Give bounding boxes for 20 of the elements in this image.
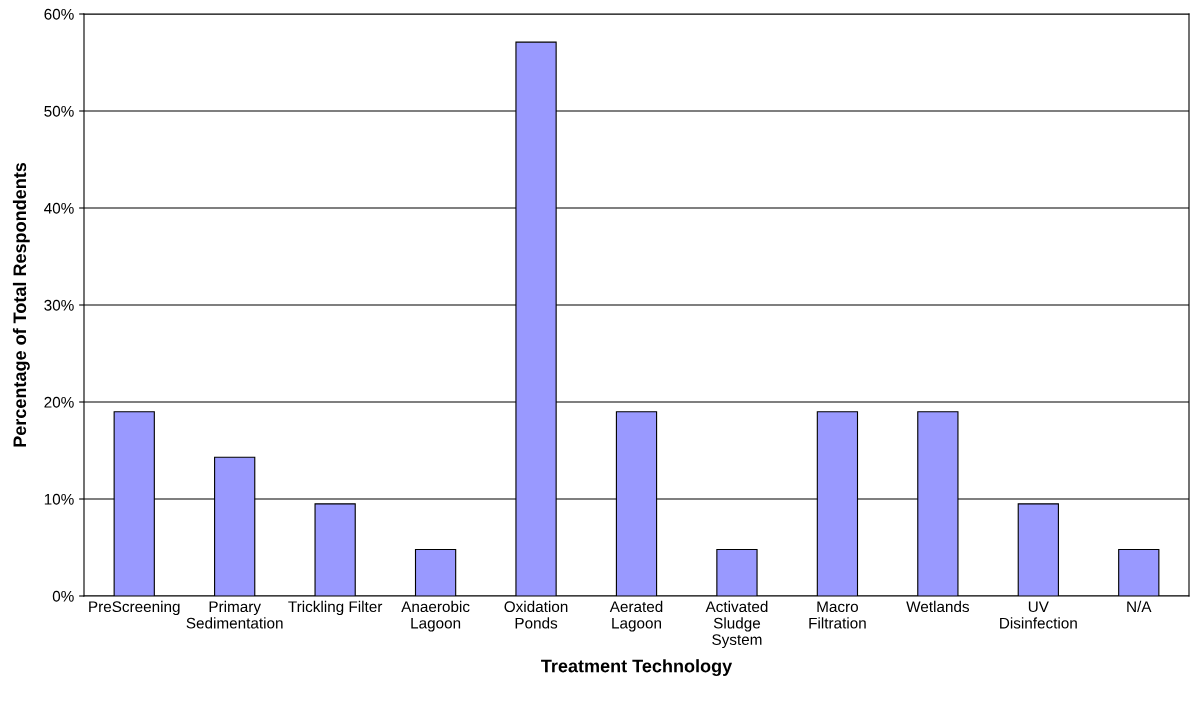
x-tick-label: N/A [1127,600,1152,613]
x-tick-label: Wetlands [906,600,970,613]
x-axis-title: Treatment Technology [541,659,733,677]
y-tick-label: 30% [44,299,74,311]
y-tick-label: 40% [44,202,74,214]
y-tick-label: 0% [52,590,74,602]
x-tick-label: Trickling Filter [288,600,383,616]
x-tick-label: Primary Sedimentation [186,600,283,629]
y-tick-label: 20% [44,396,74,408]
x-tick-label: Macro Filtration [809,601,866,629]
y-axis-title: Percentage of Total Respondents [12,162,30,447]
y-tick-label: 60% [44,8,74,20]
x-tick-label: UV Disinfection [1000,601,1077,629]
x-tick-label: Oxidation Ponds [504,600,568,629]
y-tick-label: 10% [44,493,74,505]
y-tick-label: 50% [44,105,74,117]
x-tick-label: Aerated Lagoon [609,600,663,632]
x-tick-label: Activated Sludge System [705,600,768,649]
x-tick-label: PreScreening [89,600,180,616]
x-tick-label: Anaerobic Lagoon [401,600,470,632]
